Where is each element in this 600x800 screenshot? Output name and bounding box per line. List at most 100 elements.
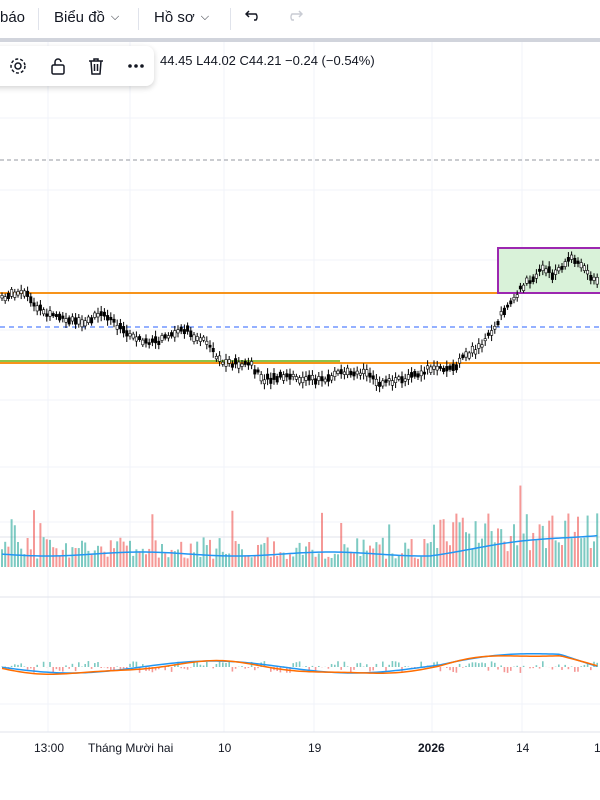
volume-bar [551, 515, 554, 567]
candle-body [38, 304, 42, 311]
macd-histogram-bar [231, 667, 234, 672]
candle-body [387, 378, 391, 382]
volume-bar [548, 520, 551, 567]
volume-bar [157, 557, 160, 567]
volume-bar [193, 552, 195, 567]
volume-bar [407, 548, 410, 567]
candle-body [173, 330, 177, 338]
candle-body [112, 318, 116, 323]
macd-histogram-bar [257, 667, 259, 669]
candle-body [6, 293, 10, 299]
volume-bar [337, 554, 339, 567]
volume-bar [484, 523, 487, 567]
volume-bar [359, 555, 362, 567]
volume-bar [7, 546, 10, 567]
macd-histogram-bar [446, 667, 448, 668]
macd-histogram-bar [359, 662, 362, 667]
volume-bar [295, 547, 298, 567]
candle-body [163, 334, 167, 339]
alert-button[interactable]: báo [0, 9, 25, 26]
unlock-icon[interactable] [46, 54, 70, 78]
candle-body [368, 372, 372, 378]
chart-menu-button[interactable]: Biểu đồ ⌵ [54, 9, 119, 26]
candle-body [266, 373, 270, 380]
more-icon[interactable] [124, 54, 148, 78]
macd-histogram-bar [567, 667, 570, 670]
redo-icon[interactable] [285, 8, 304, 31]
volume-bar [545, 548, 547, 567]
macd-histogram-bar [212, 667, 214, 669]
undo-icon[interactable] [244, 8, 263, 31]
x-axis-tick: 13:00 [34, 741, 65, 755]
macd-histogram-bar [199, 664, 202, 667]
candle-body [176, 329, 180, 334]
candle-body [54, 314, 58, 317]
candle-body [397, 376, 401, 380]
macd-histogram-bar [353, 667, 355, 670]
volume-bar [305, 546, 307, 567]
volume-bar [29, 549, 32, 567]
candle-body [413, 371, 417, 377]
macd-histogram-bar [164, 667, 166, 671]
volume-bar [231, 510, 234, 567]
candle-body [221, 361, 225, 365]
volume-bar [87, 550, 90, 567]
candle-body [275, 376, 279, 383]
candle-body [45, 313, 49, 317]
volume-bar [532, 532, 535, 567]
macd-histogram-bar [318, 665, 320, 667]
gear-icon[interactable] [6, 54, 30, 78]
candle-body [490, 330, 494, 336]
macd-histogram-bar [474, 662, 477, 667]
volume-bar [285, 558, 288, 567]
candle-body [512, 297, 516, 301]
candle-body [234, 358, 238, 365]
volume-bar [129, 540, 131, 567]
candle-body [480, 344, 484, 348]
macd-histogram-bar [234, 667, 237, 669]
macd-histogram-bar [218, 661, 221, 667]
candle-body [429, 366, 433, 373]
trash-icon[interactable] [84, 54, 108, 78]
candle-body [35, 305, 39, 312]
macd-histogram-bar [455, 667, 458, 673]
volume-bar [333, 553, 336, 567]
candle-body [595, 277, 599, 285]
macd-histogram-bar [122, 667, 125, 669]
candle-body [419, 370, 423, 377]
volume-bar [170, 549, 173, 567]
macd-histogram-bar [580, 666, 582, 667]
candle-body [189, 330, 193, 338]
profile-menu-button[interactable]: Hồ sơ ⌵ [154, 9, 209, 26]
volume-bar [173, 551, 176, 567]
macd-histogram-bar [190, 667, 192, 668]
volume-bar [330, 557, 333, 567]
candle-body [141, 339, 145, 346]
candle-body [416, 373, 420, 378]
candle-body [269, 377, 273, 384]
candle-body [86, 316, 90, 323]
macd-histogram-bar [439, 667, 442, 672]
volume-bar [292, 556, 295, 567]
volume-bar [589, 548, 592, 567]
candle-body [304, 376, 308, 381]
price-chart[interactable] [0, 42, 600, 800]
candle-body [582, 265, 586, 271]
candle-body [22, 290, 26, 297]
macd-histogram-bar [596, 662, 598, 667]
macd-histogram-bar [247, 667, 250, 668]
volume-bar [125, 545, 128, 567]
candle-body [285, 373, 289, 378]
x-axis-tick: Tháng Mười hai [88, 741, 174, 755]
candle-body [291, 374, 295, 377]
macd-histogram-bar [23, 666, 26, 667]
macd-histogram-bar [484, 663, 486, 667]
macd-histogram-bar [71, 663, 74, 667]
volume-bar [541, 525, 544, 567]
macd-histogram-bar [100, 667, 102, 668]
candle-body [131, 333, 135, 339]
candle-body [547, 266, 551, 273]
candle-body [19, 290, 23, 294]
candle-body [461, 354, 465, 359]
candle-body [118, 323, 122, 330]
